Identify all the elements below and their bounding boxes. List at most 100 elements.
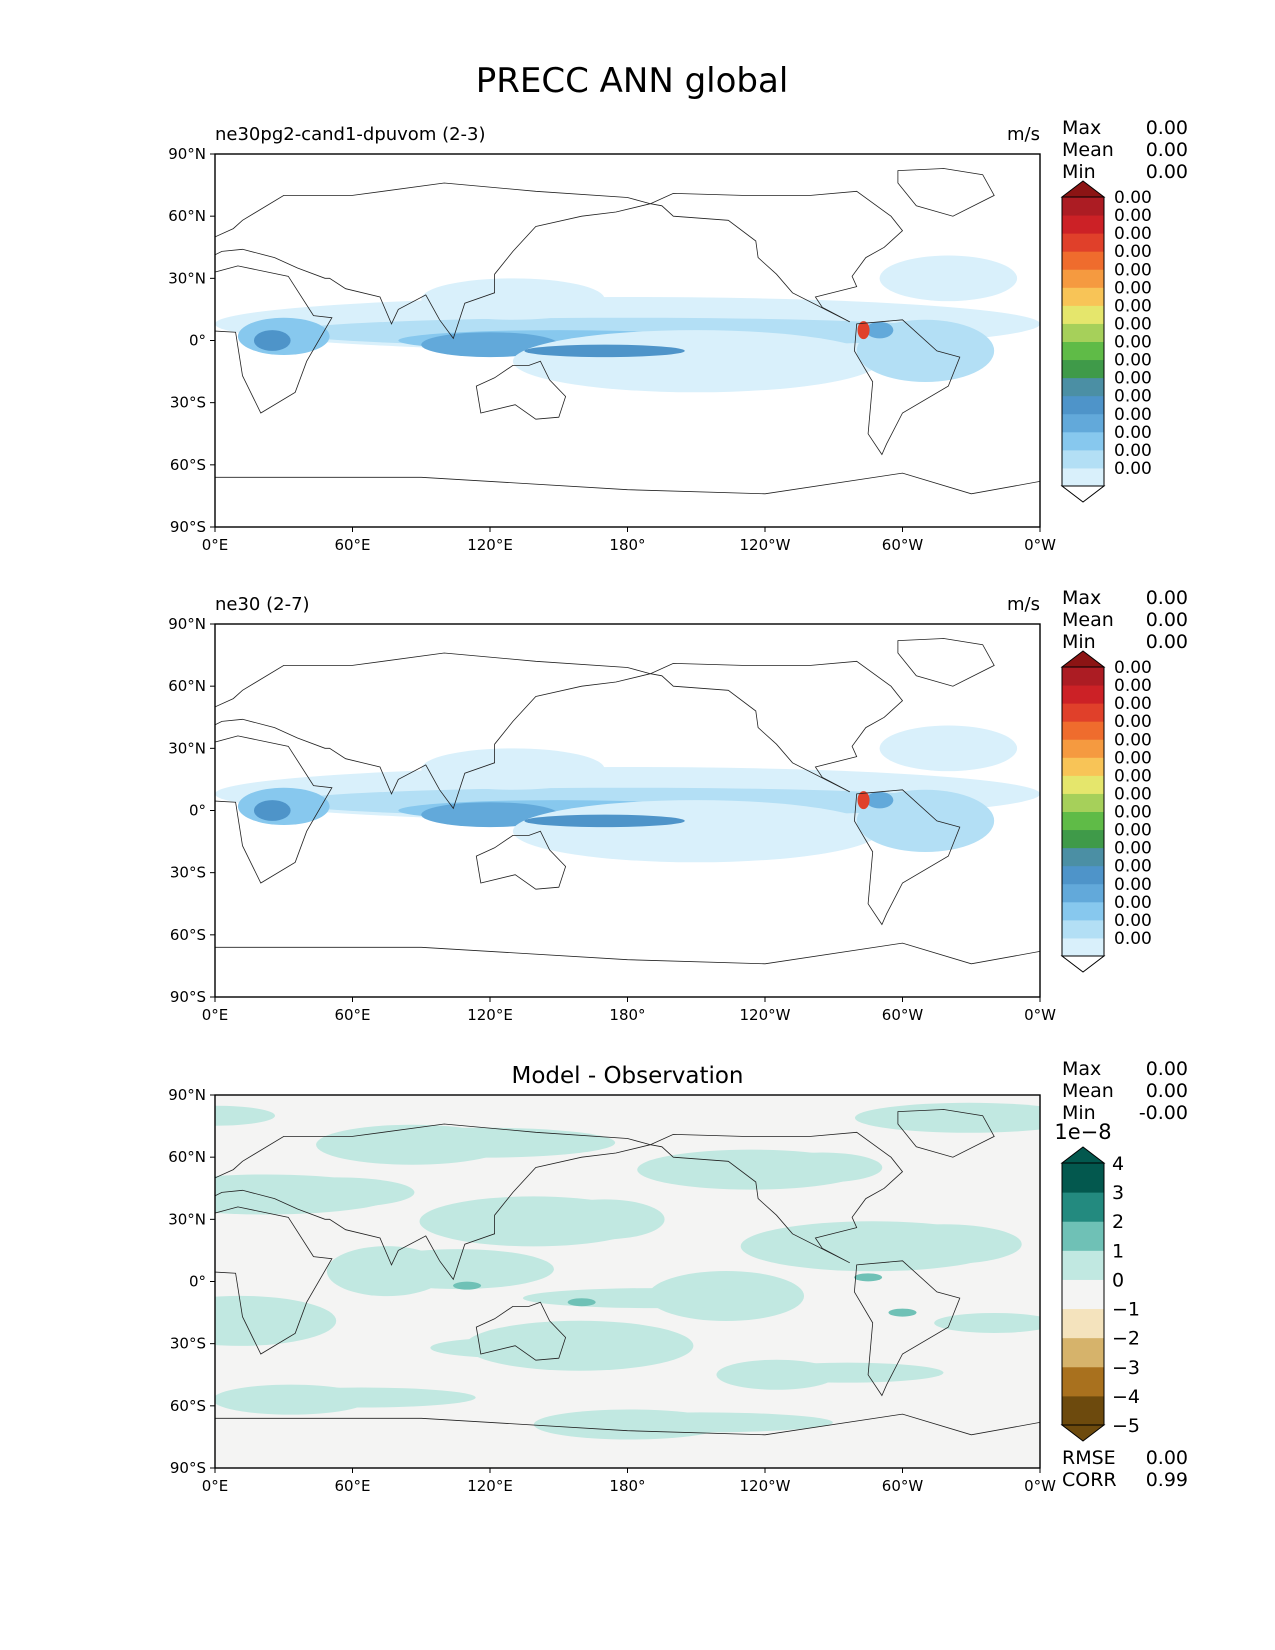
colorbar-swatch xyxy=(1062,919,1104,939)
colorbar-swatch xyxy=(1062,377,1104,397)
y-tick-label: 30°N xyxy=(168,1210,206,1228)
coastline xyxy=(215,182,651,340)
colorbar-swatch xyxy=(1062,1308,1104,1339)
coastline xyxy=(897,1109,995,1158)
coastline xyxy=(853,789,961,926)
diff-region xyxy=(215,1295,337,1346)
stat-label: Min xyxy=(1062,161,1096,183)
diff-region xyxy=(740,1221,1005,1272)
colorbar-tick-label: 0.00 xyxy=(1114,821,1152,841)
colorbar-swatch xyxy=(1062,1366,1104,1397)
coastline xyxy=(897,638,995,687)
colorbar-tick-label: 0.00 xyxy=(1114,748,1152,768)
precip-region xyxy=(421,278,605,320)
colorbar-tick-label: 0.00 xyxy=(1114,694,1152,714)
colorbar-swatch xyxy=(1062,829,1104,849)
coastline xyxy=(475,360,567,420)
map-panel-3: 0°E 60°E 120°E 180° 120°W 60°W 0°W 90°N 60°N 30°N… xyxy=(168,1058,1188,1495)
stat-label: RMSE xyxy=(1062,1447,1116,1469)
colorbar-tick-label: 0.00 xyxy=(1114,911,1152,931)
map-panel-2: 0°E 60°E 120°E 180° 120°W 60°W 0°W 90°N 60°N 30°N… xyxy=(168,587,1188,1024)
colorbar-tick-label: 0.00 xyxy=(1114,929,1152,949)
colorbar-frame xyxy=(1061,196,1105,487)
precip-region xyxy=(253,330,291,351)
diff-region xyxy=(934,1312,1040,1333)
colorbar-swatch xyxy=(1062,883,1104,903)
precip-region xyxy=(421,748,605,790)
colorbar-swatch xyxy=(1062,1163,1104,1193)
stat-label: Mean xyxy=(1062,1080,1114,1102)
colorbar-swatch xyxy=(1062,413,1104,433)
diff-region xyxy=(215,1174,398,1215)
x-tick-label: 0°E xyxy=(202,1477,229,1495)
colorbar-tick-label: 0 xyxy=(1112,1269,1124,1291)
panel-units: m/s xyxy=(1007,594,1040,615)
colorbar-swatch xyxy=(1062,757,1104,776)
colorbar-swatch xyxy=(1062,739,1104,758)
colorbar-swatch xyxy=(1062,775,1104,794)
precip-region xyxy=(865,791,894,809)
colorbar-swatch xyxy=(1062,847,1104,867)
precip-region xyxy=(856,789,995,852)
y-tick-label: 60°N xyxy=(168,207,206,225)
stat-value: 0.00 xyxy=(1146,139,1188,161)
colorbar-tick-label: 0.00 xyxy=(1114,188,1152,208)
y-tick-label: 90°N xyxy=(168,145,206,163)
colorbar: 0.000.000.000.000.000.000.000.000.000.00… xyxy=(1060,180,1152,503)
coastline xyxy=(853,319,961,456)
diff-region xyxy=(567,1298,596,1307)
colorbar-swatch xyxy=(1062,359,1104,379)
colorbar-tick-label: 0.00 xyxy=(1114,242,1152,262)
colorbar-tick-label: 0.00 xyxy=(1114,857,1152,877)
precip-region xyxy=(879,725,1018,772)
colorbar-swatch xyxy=(1062,215,1104,234)
colorbar: 0.000.000.000.000.000.000.000.000.000.00… xyxy=(1060,650,1152,973)
precip-region xyxy=(512,800,880,863)
colorbar-swatch xyxy=(1062,793,1104,812)
panel-center-title: Model - Observation xyxy=(511,1063,743,1089)
colorbar-tick-label: 0.00 xyxy=(1114,803,1152,823)
colorbar-tick-label: 0.00 xyxy=(1114,766,1152,786)
colorbar-extend-max xyxy=(1060,1146,1106,1164)
colorbar-swatch xyxy=(1062,197,1104,216)
y-tick-label: 90°S xyxy=(170,518,206,536)
stat-value: -0.00 xyxy=(1139,1102,1188,1124)
colorbar-swatch xyxy=(1062,1395,1104,1426)
y-tick-label: 30°S xyxy=(170,1335,206,1353)
colorbar-tick-label: −4 xyxy=(1112,1386,1140,1408)
colorbar-swatch xyxy=(1062,269,1104,288)
x-tick-label: 180° xyxy=(609,1477,645,1495)
colorbar-tick-label: 0.00 xyxy=(1114,278,1152,298)
stat-value: 0.00 xyxy=(1146,587,1188,609)
y-tick-label: 60°N xyxy=(168,1148,206,1166)
stat-value: 0.00 xyxy=(1146,609,1188,631)
stat-value: 0.99 xyxy=(1146,1469,1188,1491)
colorbar-tick-label: 0.00 xyxy=(1114,839,1152,859)
colorbar-tick-label: 0.00 xyxy=(1114,893,1152,913)
stat-label: CORR xyxy=(1062,1469,1117,1491)
diff-region xyxy=(326,1246,447,1297)
y-tick-label: 30°S xyxy=(170,394,206,412)
coastline xyxy=(475,1301,567,1361)
colorbar-swatch xyxy=(1062,323,1104,342)
colorbar-scale-label: 1e−8 xyxy=(1054,1120,1111,1144)
stat-label: Mean xyxy=(1062,139,1114,161)
colorbar-extend-min xyxy=(1060,955,1106,973)
colorbar-swatch xyxy=(1062,901,1104,921)
colorbar-swatch xyxy=(1062,667,1104,686)
colorbar-tick-label: 0.00 xyxy=(1114,405,1152,425)
precip-field xyxy=(215,154,1040,527)
colorbar-swatch xyxy=(1062,395,1104,415)
diff-region xyxy=(316,1124,509,1165)
colorbar-frame xyxy=(1061,666,1105,957)
diff-region xyxy=(215,1384,369,1415)
x-tick-label: 180° xyxy=(609,1006,645,1024)
diff-region xyxy=(453,1281,482,1290)
y-tick-label: 60°S xyxy=(170,456,206,474)
coastline xyxy=(475,830,567,890)
x-tick-label: 60°E xyxy=(334,1477,370,1495)
y-tick-label: 60°S xyxy=(170,1397,206,1415)
stat-value: 0.00 xyxy=(1146,117,1188,139)
x-tick-label: 60°W xyxy=(882,1477,924,1495)
colorbar-swatch xyxy=(1062,449,1104,469)
